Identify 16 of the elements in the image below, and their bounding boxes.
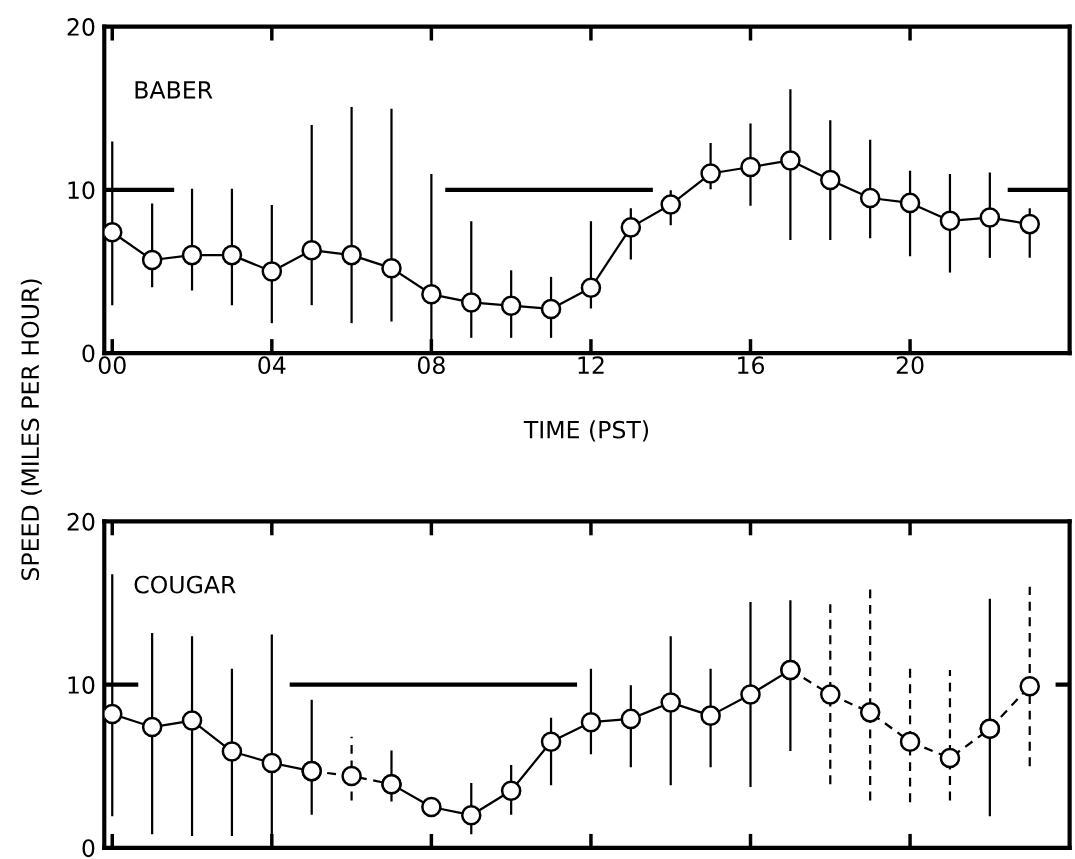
y-tick-label: 10 [68, 676, 95, 694]
x-tick-label: 08 [417, 356, 445, 375]
y-tick-label: 10 [68, 181, 95, 200]
text: COUGAR [134, 575, 236, 594]
x-tick-label: 04 [258, 356, 286, 375]
text: BABER [135, 81, 213, 99]
x-tick-label: 16 [738, 356, 765, 375]
x-tick-label: 20 [896, 356, 924, 375]
x-tick-label: 00 [98, 356, 126, 375]
y-tick-label: 20 [67, 512, 95, 531]
y-axis-title: SPEED (MILES PER HOUR) [20, 279, 42, 581]
x-axis-title: TIME (PST) [523, 420, 649, 442]
x-tick-label: 12 [578, 356, 604, 374]
y-tick-label: 20 [67, 18, 95, 36]
y-tick-label: 0 [82, 839, 95, 858]
y-tick-label: 0 [82, 344, 95, 363]
